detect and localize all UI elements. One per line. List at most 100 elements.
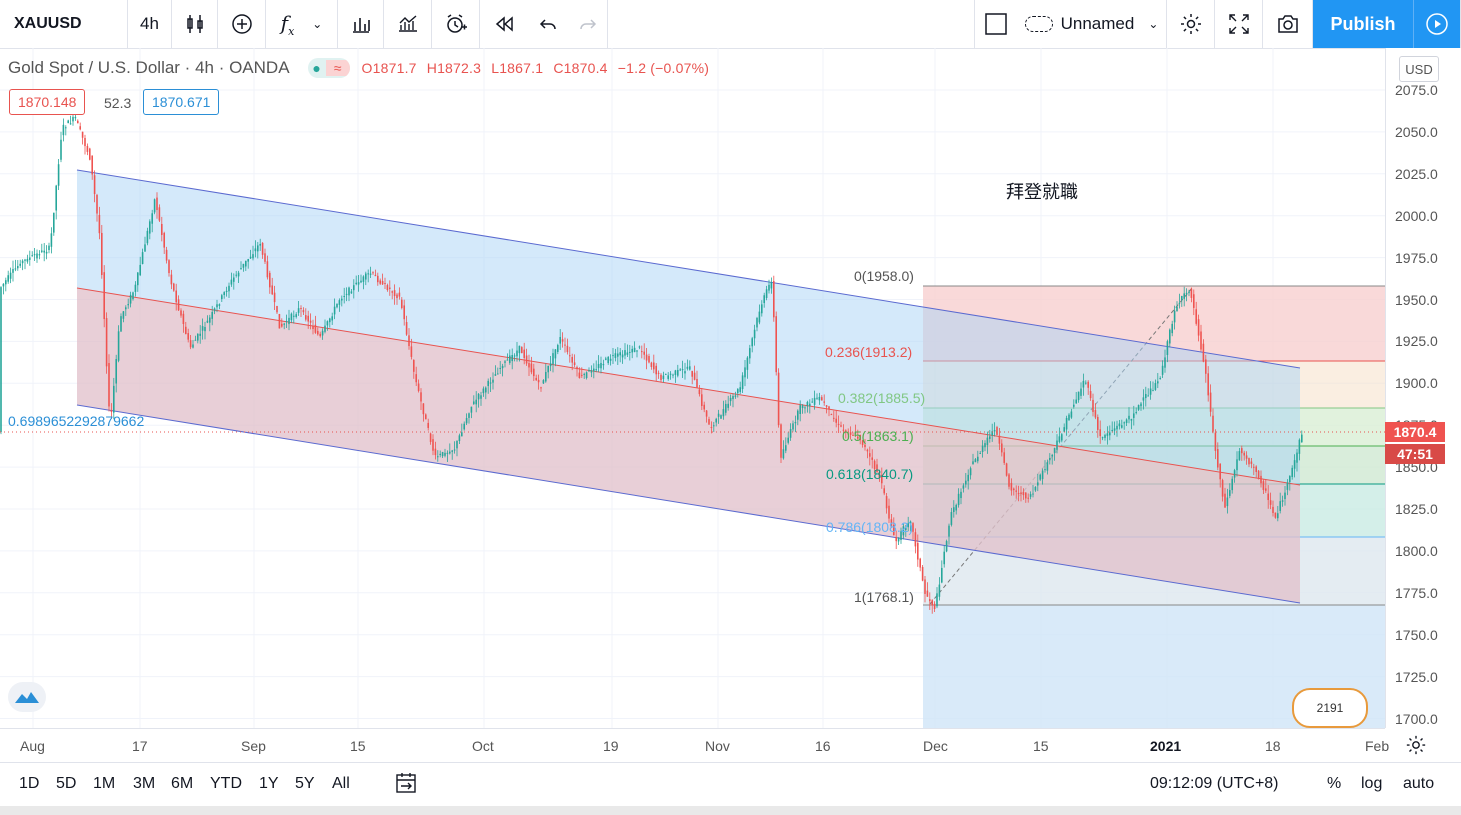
candle-body (230, 279, 233, 285)
candle-body (881, 475, 883, 484)
candle-body (194, 339, 197, 341)
candle-body (885, 496, 888, 509)
symbol-search-button[interactable]: XAUUSD (0, 0, 128, 48)
candle-body (1027, 497, 1029, 499)
settings-button[interactable] (1167, 0, 1215, 48)
candle-body (456, 441, 458, 449)
snapshot-button[interactable] (1263, 0, 1313, 48)
candle-body (285, 320, 288, 322)
layout-menu-button[interactable]: Unnamed ⌄ (1017, 0, 1167, 48)
candle-body (852, 434, 854, 436)
indicators-button[interactable]: fx ⌄ (266, 0, 338, 48)
time-axis[interactable] (0, 728, 1385, 763)
publish-video-button[interactable] (1413, 0, 1461, 48)
candle-body (804, 407, 806, 409)
candle-body (81, 131, 84, 138)
candle-body (691, 370, 693, 377)
candle-body (29, 257, 31, 260)
candle-body (535, 377, 537, 381)
undo-button[interactable] (528, 0, 568, 48)
range-button-ytd[interactable]: YTD (210, 775, 242, 792)
candle-body (1284, 492, 1286, 500)
candle-body (79, 126, 81, 130)
candle-body (708, 419, 710, 425)
line-bars-icon (398, 15, 417, 32)
compare-button[interactable] (218, 0, 266, 48)
range-button-6m[interactable]: 6M (171, 775, 194, 792)
candle-body (614, 353, 617, 358)
candle-body (41, 250, 43, 252)
candle-body (667, 375, 669, 379)
candle-body (389, 287, 391, 289)
goto-date-button[interactable] (394, 772, 418, 799)
percent-toggle[interactable]: % (1327, 775, 1342, 792)
candle-body (645, 354, 648, 361)
candle-body (1205, 359, 1207, 374)
sell-price-box[interactable]: 1870.148 (9, 89, 86, 115)
candle-body (600, 362, 602, 369)
tradingview-logo[interactable] (8, 682, 46, 712)
price-axis[interactable] (1385, 48, 1461, 728)
symbol-title[interactable]: Gold Spot / U.S. Dollar · 4h · OANDA (8, 58, 290, 77)
candle-body (381, 280, 384, 285)
candle-body (129, 294, 132, 304)
candle-body (1257, 470, 1260, 479)
candle-body (751, 338, 753, 347)
market-status-pill[interactable]: ● ≈ (307, 58, 350, 78)
axis-settings-button[interactable] (1405, 734, 1427, 761)
candle-body (792, 423, 794, 430)
buy-price-box[interactable]: 1870.671 (143, 89, 220, 115)
redo-button[interactable] (568, 0, 608, 48)
alert-button[interactable] (432, 0, 480, 48)
candle-body (153, 199, 156, 213)
horizontal-scrollbar[interactable] (0, 806, 1461, 815)
candle-body (1041, 470, 1044, 480)
candle-body (693, 372, 696, 380)
candle-body (965, 480, 967, 485)
candle-body (1195, 309, 1197, 324)
chart-type-button[interactable] (172, 0, 218, 48)
candle-body (2, 283, 5, 287)
watermark-badge: 2191 (1292, 688, 1368, 728)
candle-body (1185, 292, 1188, 295)
candle-body (828, 406, 830, 410)
fullscreen-button[interactable] (1215, 0, 1263, 48)
candle-body (775, 316, 777, 373)
interval-button[interactable]: 4h (128, 0, 172, 48)
currency-button[interactable]: USD (1399, 56, 1439, 82)
range-button-all[interactable]: All (332, 775, 350, 792)
candle-body (197, 333, 199, 341)
candle-body (163, 232, 165, 248)
range-button-5d[interactable]: 5D (56, 775, 77, 792)
range-button-1y[interactable]: 1Y (259, 775, 279, 792)
price-chart[interactable] (0, 48, 1385, 728)
candle-body (317, 330, 319, 335)
range-button-5y[interactable]: 5Y (295, 775, 315, 792)
candle-body (929, 599, 931, 602)
financials-button[interactable] (384, 0, 432, 48)
layout-toggle-button[interactable] (975, 0, 1017, 48)
auto-toggle[interactable]: auto (1403, 775, 1435, 792)
candle-body (336, 303, 338, 308)
log-toggle[interactable]: log (1361, 775, 1383, 792)
candle-body (444, 452, 446, 456)
candle-body (689, 366, 691, 370)
candle-body (593, 368, 595, 372)
clock-timezone[interactable]: 09:12:09 (UTC+8) (1150, 775, 1279, 792)
replay-button[interactable] (480, 0, 528, 48)
candle-body (621, 354, 624, 358)
candle-body (477, 393, 480, 400)
regression-channel[interactable] (76, 169, 1301, 604)
candle-body (509, 355, 511, 363)
chart-annotation[interactable]: 拜登就職 (1006, 182, 1078, 202)
range-button-1d[interactable]: 1D (19, 775, 40, 792)
candle-body (631, 348, 633, 353)
calendar-range-icon (396, 773, 416, 793)
range-button-1m[interactable]: 1M (93, 775, 116, 792)
range-button-3m[interactable]: 3M (133, 775, 156, 792)
candle-body (1065, 417, 1068, 430)
templates-button[interactable] (338, 0, 384, 48)
publish-button[interactable]: Publish (1313, 0, 1413, 48)
candle-body (1260, 475, 1262, 484)
candle-body (134, 284, 137, 292)
